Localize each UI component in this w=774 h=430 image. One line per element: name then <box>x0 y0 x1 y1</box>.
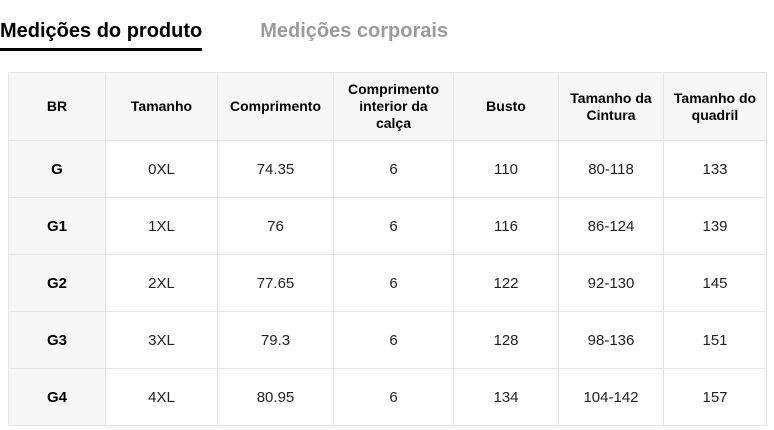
table-cell: 2XL <box>105 254 218 312</box>
table-cell: 157 <box>663 368 767 426</box>
column-header-comprimento: Comprimento <box>217 72 334 141</box>
row-header-size: G3 <box>8 311 106 369</box>
table-cell: 6 <box>333 197 454 255</box>
table-cell: 145 <box>663 254 767 312</box>
row-header-size: G1 <box>8 197 106 255</box>
table-cell: 98-136 <box>558 311 664 369</box>
table-cell: 74.35 <box>217 140 334 198</box>
table-cell: 128 <box>453 311 559 369</box>
table-cell: 133 <box>663 140 767 198</box>
table-cell: 77.65 <box>217 254 334 312</box>
row-header-size: G2 <box>8 254 106 312</box>
column-header-busto: Busto <box>453 72 559 141</box>
column-header-comprimento-interior: Comprimento interior da calça <box>333 72 454 141</box>
table-cell: 1XL <box>105 197 218 255</box>
table-row: G2 2XL 77.65 6 122 92-130 145 <box>8 254 767 312</box>
table-cell: 134 <box>453 368 559 426</box>
row-header-size: G <box>8 140 106 198</box>
table-cell: 116 <box>453 197 559 255</box>
table-cell: 6 <box>333 140 454 198</box>
table-cell: 79.3 <box>217 311 334 369</box>
size-chart-tabs: Medições do produto Medições corporais <box>0 0 774 51</box>
table-row: G4 4XL 80.95 6 134 104-142 157 <box>8 368 767 426</box>
table-cell: 6 <box>333 368 454 426</box>
row-header-size: G4 <box>8 368 106 426</box>
table-cell: 76 <box>217 197 334 255</box>
column-header-tamanho-cintura: Tamanho da Cintura <box>558 72 664 141</box>
table-row: G1 1XL 76 6 116 86-124 139 <box>8 197 767 255</box>
table-cell: 6 <box>333 254 454 312</box>
table-cell: 80-118 <box>558 140 664 198</box>
table-cell: 0XL <box>105 140 218 198</box>
table-cell: 6 <box>333 311 454 369</box>
table-cell: 86-124 <box>558 197 664 255</box>
table-cell: 104-142 <box>558 368 664 426</box>
table-cell: 4XL <box>105 368 218 426</box>
tab-body-measurements[interactable]: Medições corporais <box>260 20 449 42</box>
tab-product-measurements[interactable]: Medições do produto <box>0 19 203 51</box>
column-header-br: BR <box>8 72 106 141</box>
table-cell: 3XL <box>105 311 218 369</box>
table-cell: 122 <box>453 254 559 312</box>
table-cell: 139 <box>663 197 767 255</box>
table-cell: 110 <box>453 140 559 198</box>
table-cell: 151 <box>663 311 767 369</box>
size-chart-table: BR Tamanho Comprimento Comprimento inter… <box>8 72 767 426</box>
column-header-tamanho-quadril: Tamanho do quadril <box>663 72 767 141</box>
table-cell: 80.95 <box>217 368 334 426</box>
table-cell: 92-130 <box>558 254 664 312</box>
header-row: BR Tamanho Comprimento Comprimento inter… <box>8 72 767 141</box>
table-row: G3 3XL 79.3 6 128 98-136 151 <box>8 311 767 369</box>
table-row: G 0XL 74.35 6 110 80-118 133 <box>8 140 767 198</box>
column-header-tamanho: Tamanho <box>105 72 218 141</box>
